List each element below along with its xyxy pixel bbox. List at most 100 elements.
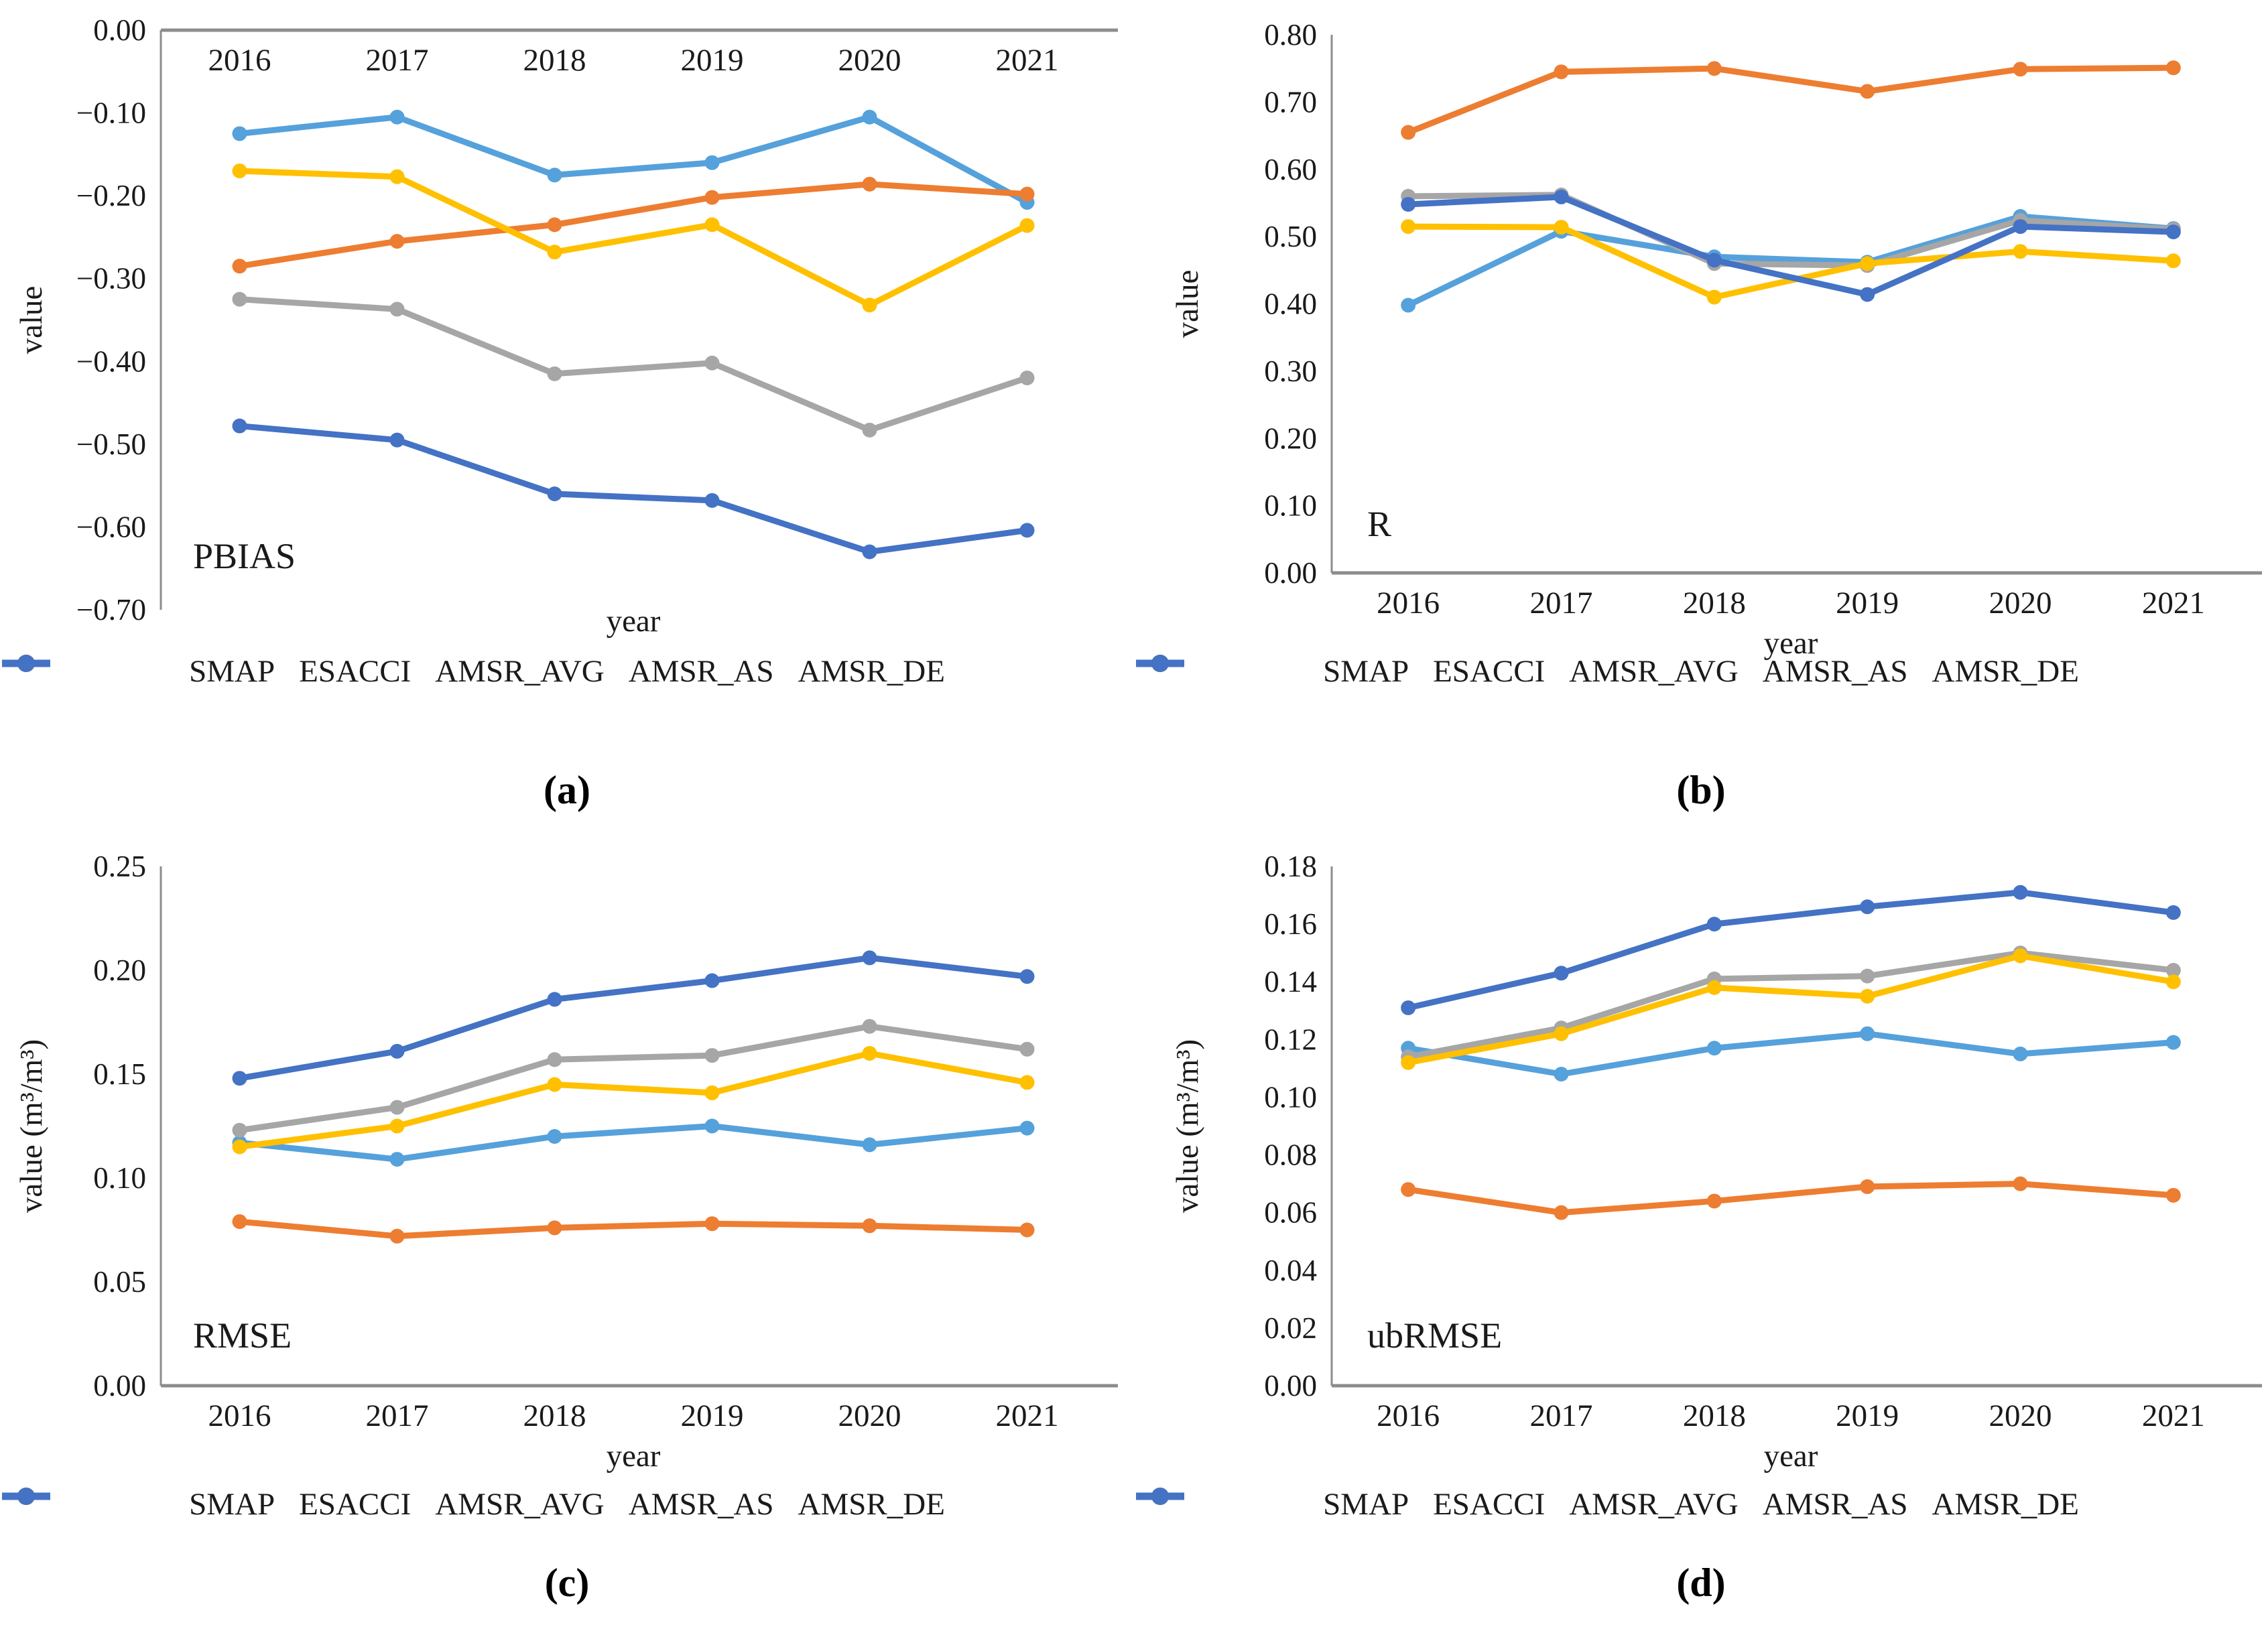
x-axis-title: year [607,1439,661,1473]
x-tick-label-2020: 2020 [838,43,901,78]
data-point-SMAP-2018 [1706,1041,1722,1056]
y-tick-label-0.80: 0.80 [1264,18,1317,52]
y-tick-label-0.00: 0.00 [1264,556,1317,590]
data-point-AMSR_DE-2016 [232,1071,247,1086]
x-tick-label-2021: 2021 [996,43,1059,78]
x-axis-title: year [607,604,661,639]
chart-d-ubrmse: 0.18 0.16 0.14 0.12 0.10 0.08 0.06 0.04 0.02 0.00… [1170,850,2262,1473]
legend-item-AMSR_DE: AMSR_DE [2,653,945,690]
series-line-AMSR_DE [237,954,1030,1081]
legend-item-AMSR_DE: AMSR_DE [1136,653,2079,690]
y-axis-title: value [14,286,49,354]
data-point-AMSR_AS-2020 [862,298,877,313]
series-line-AMSR_AVG [1405,949,2177,1060]
series-line-AMSR_AS [237,1050,1030,1150]
data-point-AMSR_AS-2020 [2013,244,2028,259]
data-point-AMSR_AS-2020 [2013,948,2028,964]
data-point-AMSR_AS-2017 [1554,1026,1569,1041]
legend-label-AMSR_AVG: AMSR_AVG [1569,654,1739,689]
data-point-AMSR_AS-2021 [2165,253,2181,269]
y-axis-title: value (m³/m³) [14,1039,49,1213]
data-point-AMSR_AS-2018 [547,1077,562,1092]
chart-c-rmse: 0.25 0.20 0.15 0.10 0.05 0.00 value (m³/m³) 201… [14,850,1118,1473]
legend-marker-dot-AMSR_DE [1151,655,1169,672]
data-point-AMSR_DE-2019 [1860,287,1875,302]
legend-item-AMSR_AS: AMSR_AS [1136,653,1908,690]
metric-label-ubRMSE: ubRMSE [1367,1315,1502,1356]
legend-item-SMAP: SMAP [2,653,275,690]
x-tick-label-2019: 2019 [681,1398,744,1433]
series-line-AMSR_DE [1405,889,2177,1011]
data-point-AMSR_AS-2019 [704,217,720,233]
x-tick-label-2020: 2020 [1989,586,2052,620]
y-axis-title: value (m³/m³) [1170,1039,1205,1213]
data-point-AMSR_DE-2018 [1706,253,1722,268]
series-line-AMSR_AVG [237,1023,1030,1134]
legend-label-AMSR_AS: AMSR_AS [628,1487,774,1522]
x-tick-label-2018: 2018 [523,43,586,78]
panel-letter-d: (d) [1676,1561,1726,1605]
y-tick-label-0.40: 0.40 [1264,287,1317,321]
data-point-AMSR_DE-2018 [1706,917,1722,932]
metric-label-R: R [1367,504,1391,544]
data-point-ESACCI-2016 [232,259,247,274]
data-point-AMSR_DE-2021 [2165,224,2181,240]
y-tick-label-−0.70: −0.70 [76,593,146,627]
y-tick-label-0.10: 0.10 [93,1161,146,1195]
legend-marker-AMSR_DE [1136,655,1184,672]
data-point-ESACCI-2016 [1401,125,1416,140]
data-point-AMSR_DE-2021 [1019,969,1035,984]
data-point-AMSR_DE-2017 [1554,189,1569,204]
y-tick-label-−0.30: −0.30 [76,262,146,296]
legend-d: SMAP ESACCI AMSR_AVG AMSR_AS AMSR_DE [1134,1486,2268,1522]
x-tick-label-2019: 2019 [1836,586,1899,620]
legend-item-AMSR_DE: AMSR_DE [1136,1486,2079,1522]
legend-label-AMSR_AVG: AMSR_AVG [435,1487,605,1522]
legend-label-ESACCI: ESACCI [1433,1487,1546,1522]
data-point-AMSR_DE-2016 [1401,196,1416,212]
legend-label-SMAP: SMAP [189,654,275,689]
legend-item-ESACCI: ESACCI [2,1486,412,1522]
legend-label-SMAP: SMAP [189,1487,275,1522]
data-point-AMSR_AVG-2021 [1019,1041,1035,1057]
data-point-AMSR_AS-2021 [1019,218,1035,233]
x-tick-label-2017: 2017 [366,1398,429,1433]
data-point-ESACCI-2018 [547,1220,562,1236]
series-line-ESACCI [237,181,1030,269]
data-point-AMSR_AS-2016 [232,1139,247,1155]
data-point-ESACCI-2017 [389,234,405,249]
legend-label-ESACCI: ESACCI [299,1487,412,1522]
data-point-SMAP-2017 [389,1152,405,1167]
series-line-AMSR_DE [1405,194,2177,298]
data-point-ESACCI-2021 [2165,60,2181,76]
data-point-AMSR_AS-2016 [1401,1055,1416,1070]
y-tick-label-−0.10: −0.10 [76,96,146,130]
legend-item-ESACCI: ESACCI [1136,653,1545,690]
series-line-AMSR_AVG [1405,192,2177,269]
y-tick-label-0.60: 0.60 [1264,153,1317,186]
panel-d-ubrmse: 0.18 0.16 0.14 0.12 0.10 0.08 0.06 0.04 0.02 0.00… [1134,820,2268,1639]
data-point-AMSR_AVG-2016 [232,1122,247,1138]
data-point-AMSR_AVG-2017 [389,1100,405,1115]
y-tick-label-0.12: 0.12 [1264,1023,1317,1056]
data-point-AMSR_AVG-2016 [232,291,247,307]
legend-marker-dot-AMSR_DE [17,655,35,672]
data-point-ESACCI-2018 [1706,61,1722,76]
y-tick-label-0.20: 0.20 [1264,421,1317,455]
x-tick-label-2020: 2020 [838,1398,901,1433]
series-line-AMSR_AVG [237,296,1030,434]
legend-item-AMSR_AS: AMSR_AS [2,653,774,690]
data-point-SMAP-2019 [704,155,720,170]
data-point-ESACCI-2019 [704,1216,720,1232]
legend-label-AMSR_DE: AMSR_DE [798,1487,945,1522]
y-tick-label-0.02: 0.02 [1264,1311,1317,1345]
x-tick-label-2021: 2021 [2142,1398,2205,1433]
panel-letter-b: (b) [1676,768,1726,812]
data-point-AMSR_AVG-2020 [862,1019,877,1034]
y-tick-label-0.06: 0.06 [1264,1196,1317,1230]
data-point-ESACCI-2020 [862,176,877,192]
data-point-AMSR_AS-2020 [862,1046,877,1061]
x-axis-title: year [1764,1439,1818,1473]
data-point-SMAP-2021 [1019,1120,1035,1136]
